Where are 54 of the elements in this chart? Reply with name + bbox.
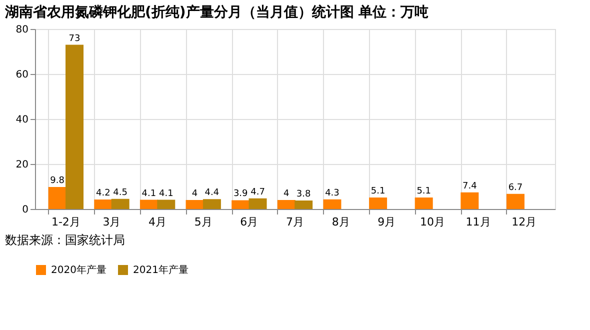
bar <box>202 199 221 209</box>
bar <box>460 192 479 209</box>
x-tick-label: 9月 <box>378 216 396 228</box>
y-tick-label: 20 <box>16 160 28 170</box>
x-tick-label: 4月 <box>148 216 167 228</box>
legend-label: 2021年产量 <box>133 264 188 276</box>
x-tick-label: 6月 <box>240 216 258 228</box>
y-tick-label: 0 <box>22 204 28 216</box>
data-label: 4 <box>192 189 198 199</box>
data-label: 5.1 <box>416 186 432 197</box>
bar <box>232 200 250 209</box>
x-tick-label: 7月 <box>286 216 304 228</box>
x-tick-label: 1-2月 <box>51 216 80 228</box>
data-label: 6.7 <box>508 182 523 193</box>
data-label: 9.8 <box>50 176 65 186</box>
bar <box>323 199 342 209</box>
data-label: 4.4 <box>204 188 220 198</box>
legend-label: 2020年产量 <box>51 264 106 276</box>
data-label: 4.3 <box>325 188 340 198</box>
bar <box>186 200 204 209</box>
y-tick-label: 80 <box>16 24 28 36</box>
data-label: 4 <box>284 189 290 199</box>
chart-title: 湖南省农用氮磷钾化肥(折纯)产量分月（当月值）统计图 单位：万吨 <box>4 4 429 20</box>
x-tick-label: 12月 <box>512 216 537 228</box>
bar <box>248 198 267 209</box>
data-label: 3.8 <box>296 189 312 200</box>
data-label: 3.9 <box>233 189 248 200</box>
bar <box>369 198 388 209</box>
y-tick-label: 40 <box>16 114 28 126</box>
data-label: 73 <box>68 34 80 44</box>
bar <box>48 186 66 209</box>
bar <box>111 198 130 209</box>
x-tick-label: 3月 <box>102 216 121 228</box>
bar <box>157 200 176 209</box>
x-tick-label: 5月 <box>194 216 212 228</box>
data-label: 4.1 <box>142 188 156 199</box>
bar <box>66 44 84 209</box>
bar <box>414 198 433 209</box>
x-tick-label: 10月 <box>420 216 445 228</box>
data-label: 4.2 <box>96 188 110 199</box>
x-tick-label: 8月 <box>332 216 350 228</box>
bar <box>140 200 158 209</box>
y-tick-label: 60 <box>16 70 28 80</box>
data-label: 4.1 <box>158 188 174 199</box>
x-tick-label: 11月 <box>466 216 491 228</box>
bar <box>506 194 524 209</box>
source-note: 数据来源：国家统计局 <box>5 233 125 247</box>
data-label: 7.4 <box>462 181 478 192</box>
bar <box>277 200 296 209</box>
bar <box>94 200 112 209</box>
data-label: 5.1 <box>370 186 386 197</box>
data-label: 4.5 <box>113 188 128 198</box>
data-label: 4.7 <box>250 187 265 198</box>
bar <box>294 200 313 209</box>
